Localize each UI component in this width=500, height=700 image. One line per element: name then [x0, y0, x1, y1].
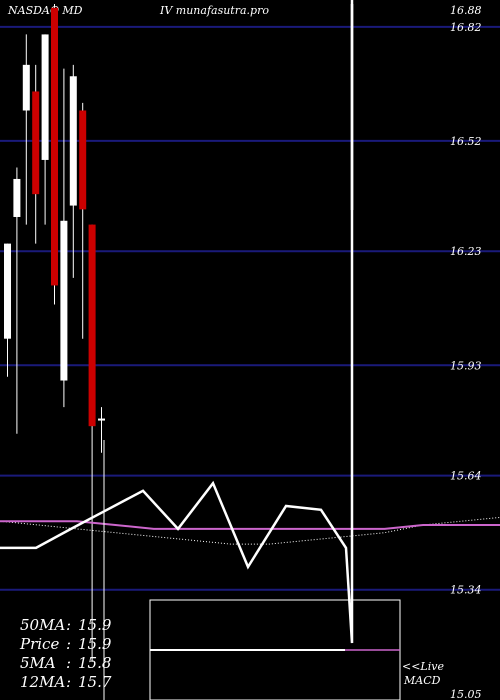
candle-body	[13, 178, 21, 217]
candle-body	[88, 224, 96, 427]
stat-colon: :	[66, 616, 71, 634]
candle-body	[22, 64, 30, 111]
y-tick-label: 15.34	[450, 584, 482, 597]
price-line	[0, 4, 354, 644]
candle-body	[79, 110, 87, 210]
stat-colon: :	[66, 673, 71, 691]
chart-title-right: IV munafasutra.pro	[159, 4, 269, 17]
stat-value: 15.9	[78, 635, 112, 653]
stat-value: 15.7	[78, 673, 112, 691]
candle-body	[41, 34, 49, 160]
macd-label-live: <<Live	[402, 660, 444, 673]
y-tick-label: 16.82	[450, 21, 482, 34]
candle-body	[51, 7, 58, 286]
stat-label: Price	[19, 635, 59, 653]
y-tick-label: 15.64	[450, 470, 482, 483]
stat-label: 12MA	[20, 673, 65, 691]
candle-body	[32, 91, 40, 195]
stat-value: 15.8	[78, 654, 111, 672]
candle-body	[69, 76, 77, 206]
stat-colon: :	[66, 635, 71, 653]
y-tick-label: 15.05	[450, 688, 482, 700]
y-tick-label: 16.88	[450, 4, 482, 17]
candle-body	[98, 418, 105, 421]
candle-body	[60, 220, 68, 381]
y-tick-label: 16.23	[450, 245, 482, 258]
stat-value: 15.9	[78, 616, 112, 634]
stat-label: 5MA	[20, 654, 56, 672]
macd-label-macd: MACD	[403, 674, 441, 687]
y-tick-label: 16.52	[450, 135, 482, 148]
stat-colon: :	[66, 654, 71, 672]
stat-label: 50MA	[20, 616, 65, 634]
candle-body	[4, 243, 11, 339]
chart-title-left: NASDAQ MD	[7, 4, 83, 17]
y-tick-label: 15.93	[450, 359, 482, 372]
